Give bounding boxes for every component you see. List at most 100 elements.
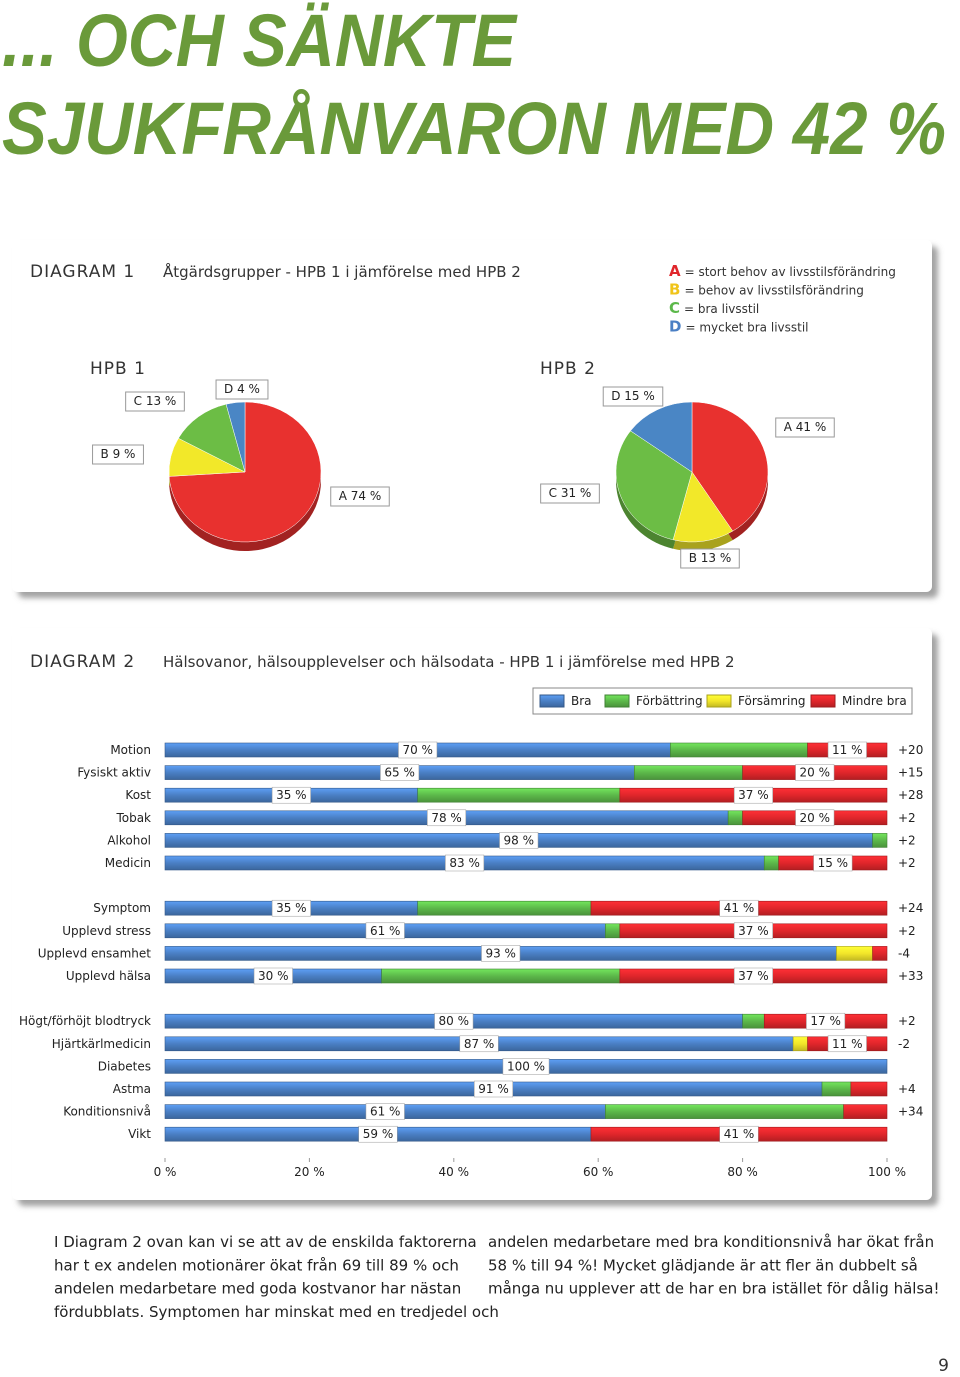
value-label: 41 % — [724, 1127, 755, 1141]
change-label: +2 — [898, 833, 916, 847]
legend-label: Bra — [571, 694, 592, 708]
bar-segment — [417, 900, 592, 916]
legend-swatch — [539, 694, 565, 708]
change-label: +2 — [898, 811, 916, 825]
pie-slice — [178, 403, 246, 473]
x-tick-label: 40 % — [439, 1165, 470, 1179]
value-label-box — [806, 1012, 846, 1030]
value-label: 70 % — [402, 743, 433, 757]
value-label-box — [827, 741, 867, 759]
pie-label: B 9 % — [101, 447, 136, 461]
value-label: 17 % — [810, 1014, 841, 1028]
pie-label: D 4 % — [224, 382, 260, 396]
value-label: 83 % — [449, 856, 480, 870]
change-label: +2 — [898, 924, 916, 938]
change-label: +15 — [898, 766, 923, 780]
value-label-box — [474, 1080, 514, 1098]
pie-label-box — [540, 483, 600, 504]
legend-entry: B = behov av livsstilsförändring — [669, 281, 864, 299]
value-label: 59 % — [363, 1127, 394, 1141]
value-label-box — [795, 809, 835, 827]
category-label: Fysiskt aktiv — [77, 766, 151, 780]
value-label-box — [398, 741, 438, 759]
legend-text: = bra livsstil — [684, 302, 759, 316]
change-label: +34 — [898, 1105, 923, 1119]
pie-label: A 74 % — [339, 489, 382, 503]
value-label-box — [719, 1125, 759, 1143]
value-label-box — [365, 922, 405, 940]
legend-entry: D = mycket bra livsstil — [669, 318, 809, 336]
pie-label-box — [775, 417, 835, 438]
value-label: 20 % — [800, 766, 831, 780]
value-label-box — [827, 1035, 867, 1053]
category-label: Vikt — [128, 1127, 151, 1141]
legend-swatch — [706, 694, 732, 708]
value-label-box — [445, 854, 485, 872]
bar-segment — [836, 946, 873, 961]
pie-label: C 31 % — [549, 486, 592, 500]
category-label: Kost — [125, 788, 151, 802]
bar-segment — [792, 1036, 808, 1052]
legend-text: = stort behov av livsstilsförändring — [685, 265, 896, 279]
pie-title: HPB 1 — [90, 359, 146, 379]
bar-segment — [843, 1104, 888, 1119]
category-label: Medicin — [105, 856, 151, 870]
value-label: 35 % — [276, 901, 307, 915]
value-label-box — [380, 764, 420, 781]
legend-letter: D — [669, 318, 681, 336]
category-label: Symptom — [93, 901, 151, 915]
category-label: Hjärtkärlmedicin — [52, 1037, 151, 1051]
change-label: +28 — [898, 788, 923, 802]
value-label: 61 % — [370, 1105, 401, 1119]
change-label: +24 — [898, 901, 923, 915]
value-label: 37 % — [738, 924, 769, 938]
value-label: 30 % — [258, 969, 289, 983]
bar-segment — [381, 968, 621, 984]
value-label-box — [733, 786, 773, 804]
bar-segment — [417, 787, 621, 803]
category-label: Diabetes — [98, 1059, 151, 1073]
body-line: I Diagram 2 ovan kan vi se att av de ens… — [54, 1233, 477, 1251]
legend-letter: B — [669, 281, 680, 299]
change-label: +4 — [898, 1082, 916, 1096]
body-line: många nu upplever att de har en bra istä… — [488, 1280, 939, 1298]
bar-segment — [633, 765, 743, 780]
diagram-label: DIAGRAM 1 — [30, 262, 135, 282]
bar-segment — [605, 1104, 844, 1119]
change-label: +20 — [898, 743, 923, 757]
category-label: Upplevd ensamhet — [38, 946, 152, 960]
value-label-box — [459, 1035, 499, 1053]
diagram-caption: Hälsovanor, hälsoupplevelser och hälsoda… — [163, 653, 735, 671]
pie-label-box — [680, 548, 740, 569]
value-label-box — [481, 945, 521, 962]
body-line: har t ex andelen motionärer ökat från 69… — [54, 1256, 459, 1274]
x-tick-label: 0 % — [154, 1165, 177, 1179]
title-line: ... OCH SÄNKTE — [2, 0, 518, 82]
diagram-caption: Åtgärdsgrupper - HPB 1 i jämförelse med … — [163, 262, 521, 281]
pie-label-box — [602, 386, 664, 407]
category-label: Motion — [110, 743, 151, 757]
pie-slice — [225, 401, 246, 473]
value-label-box — [733, 967, 773, 985]
x-tick-label: 20 % — [294, 1165, 325, 1179]
body-line: 58 % till 94 %! Mycket glädjande är att … — [488, 1256, 918, 1274]
body-line: andelen medarbetare med bra konditionsni… — [488, 1233, 934, 1251]
legend-entry: A = stort behov av livsstilsförändring — [669, 262, 896, 280]
value-label: 98 % — [504, 833, 535, 847]
category-label: Upplevd stress — [62, 924, 151, 938]
pie-label: A 41 % — [784, 420, 827, 434]
value-label: 100 % — [507, 1059, 545, 1073]
value-label-box — [365, 1103, 405, 1120]
value-label: 87 % — [464, 1037, 495, 1051]
legend-label: Försämring — [738, 694, 806, 708]
value-label: 91 % — [478, 1082, 509, 1096]
legend-text: = mycket bra livsstil — [685, 321, 808, 335]
value-label-box — [358, 1125, 398, 1143]
value-label: 80 % — [439, 1014, 470, 1028]
value-label: 11 % — [832, 1037, 863, 1051]
legend-letter: A — [669, 262, 681, 280]
value-label: 41 % — [724, 901, 755, 915]
category-label: Upplevd hälsa — [66, 969, 151, 983]
pie-label-box — [215, 379, 269, 400]
